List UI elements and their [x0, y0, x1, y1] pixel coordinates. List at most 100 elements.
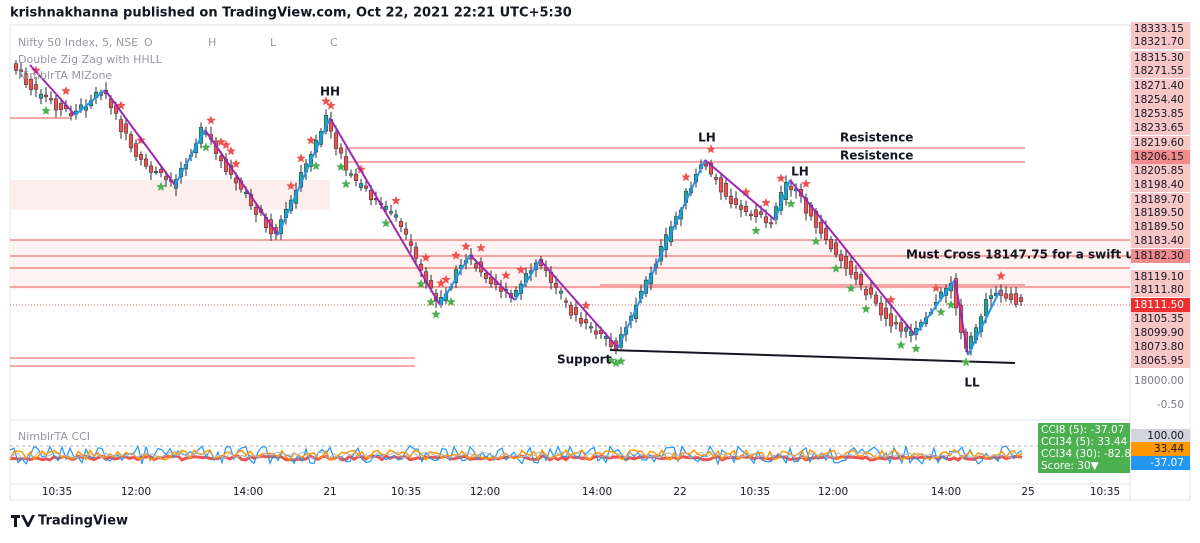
candle-body: [858, 274, 864, 285]
price-label-bg: [1131, 164, 1190, 178]
signal-star: [31, 65, 41, 75]
price-label: 18111.50: [1134, 299, 1184, 311]
cci-legend: CCI34 (5): 33.44: [1041, 436, 1128, 448]
candle-body: [843, 256, 849, 269]
signal-star: [831, 263, 841, 273]
candle-body: [853, 272, 859, 280]
price-label: 18233.65: [1134, 122, 1184, 134]
zone: [10, 240, 1130, 290]
candle-body: [743, 205, 749, 212]
zigzag: [914, 279, 956, 336]
annotation: Must Cross 18147.75 for a swift upside: [906, 248, 1171, 262]
candle-body: [763, 216, 769, 224]
candle-body: [148, 165, 154, 173]
candle-body: [593, 330, 599, 335]
indicator-name: NimblrTA MIZone: [18, 69, 112, 82]
candle-body: [863, 289, 869, 296]
price-label: -0.50: [1157, 399, 1184, 411]
candle-body: [1003, 293, 1009, 299]
price-label-bg: [1131, 326, 1190, 340]
candle-body: [338, 147, 344, 154]
signal-star: [156, 181, 166, 191]
price-label: 18189.50: [1134, 221, 1184, 233]
zigzag: [204, 129, 279, 236]
zigzag: [617, 159, 706, 349]
candle-body: [48, 98, 54, 101]
signal-star: [436, 278, 446, 288]
zigzag: [514, 259, 541, 301]
candle-body: [713, 177, 719, 180]
candle-body: [368, 189, 374, 201]
candle-body: [1013, 293, 1019, 305]
candle-body: [43, 94, 49, 98]
candle-body: [888, 313, 894, 327]
candle-body: [128, 134, 134, 149]
candle-body: [358, 183, 364, 188]
candle-body: [758, 211, 764, 215]
footer-logo: [11, 515, 35, 527]
candle-body: [28, 78, 34, 90]
cci-lines: [9, 444, 1023, 466]
signal-star: [616, 356, 626, 366]
signal-star: [336, 162, 346, 172]
footer-brand: TradingView: [38, 514, 128, 529]
signal-star: [441, 274, 451, 284]
price-label-bg: [1131, 312, 1190, 326]
zigzag: [104, 89, 176, 186]
cci-axis-label: 33.44: [1154, 443, 1184, 455]
candle-body: [983, 299, 989, 317]
signal-star: [861, 304, 871, 314]
ohlc-l: L: [270, 36, 277, 49]
annotation: Resistence: [840, 131, 913, 145]
candle-body: [753, 209, 759, 217]
price-label: 18315.30: [1134, 52, 1184, 64]
price-label: 18189.70: [1134, 194, 1184, 206]
signal-star: [421, 252, 431, 262]
candle-body: [578, 317, 584, 324]
candle-body: [553, 282, 559, 288]
candle-body: [1018, 297, 1024, 302]
candle-body: [163, 176, 169, 180]
candle-body: [708, 163, 714, 175]
cci-line: [9, 451, 1023, 459]
price-label-bg: [1131, 107, 1190, 121]
signal-star: [776, 173, 786, 183]
price-label-bg: [1131, 178, 1190, 192]
candle-body: [848, 260, 854, 275]
price-label-bg: [1131, 51, 1190, 65]
price-label-bg: [1131, 64, 1190, 78]
zigzag: [439, 254, 471, 306]
cci-line: [9, 448, 1023, 462]
candle-body: [883, 307, 889, 319]
price-label: 18333.15: [1134, 23, 1184, 35]
candle-body: [68, 113, 74, 117]
signal-star: [201, 142, 211, 152]
candle-body: [748, 213, 754, 216]
signal-star: [476, 243, 486, 252]
price-label-bg: [1131, 234, 1190, 248]
signal-star: [961, 357, 971, 367]
price-label: 18065.95: [1134, 355, 1184, 367]
signal-star: [611, 358, 621, 368]
signal-star: [761, 197, 771, 207]
chart-drawing: [10, 60, 1130, 368]
signal-star: [426, 297, 436, 307]
zigzag: [329, 117, 441, 306]
price-label: 18254.40: [1134, 94, 1184, 106]
price-label: 18206.15: [1134, 151, 1184, 163]
support-line: [609, 349, 1016, 364]
signal-star: [786, 198, 796, 208]
price-label-bg: [1131, 79, 1190, 93]
price-label: 18271.55: [1134, 65, 1184, 77]
price-label: 18189.50: [1134, 207, 1184, 219]
candle-body: [788, 185, 794, 191]
candle-body: [558, 290, 564, 294]
candle-body: [818, 221, 824, 234]
candle-body: [363, 185, 369, 189]
candle-body: [823, 228, 829, 240]
candle-body: [733, 198, 739, 205]
signal-star: [296, 153, 306, 163]
price-label-bg: [1131, 206, 1190, 220]
signal-star: [751, 225, 761, 235]
